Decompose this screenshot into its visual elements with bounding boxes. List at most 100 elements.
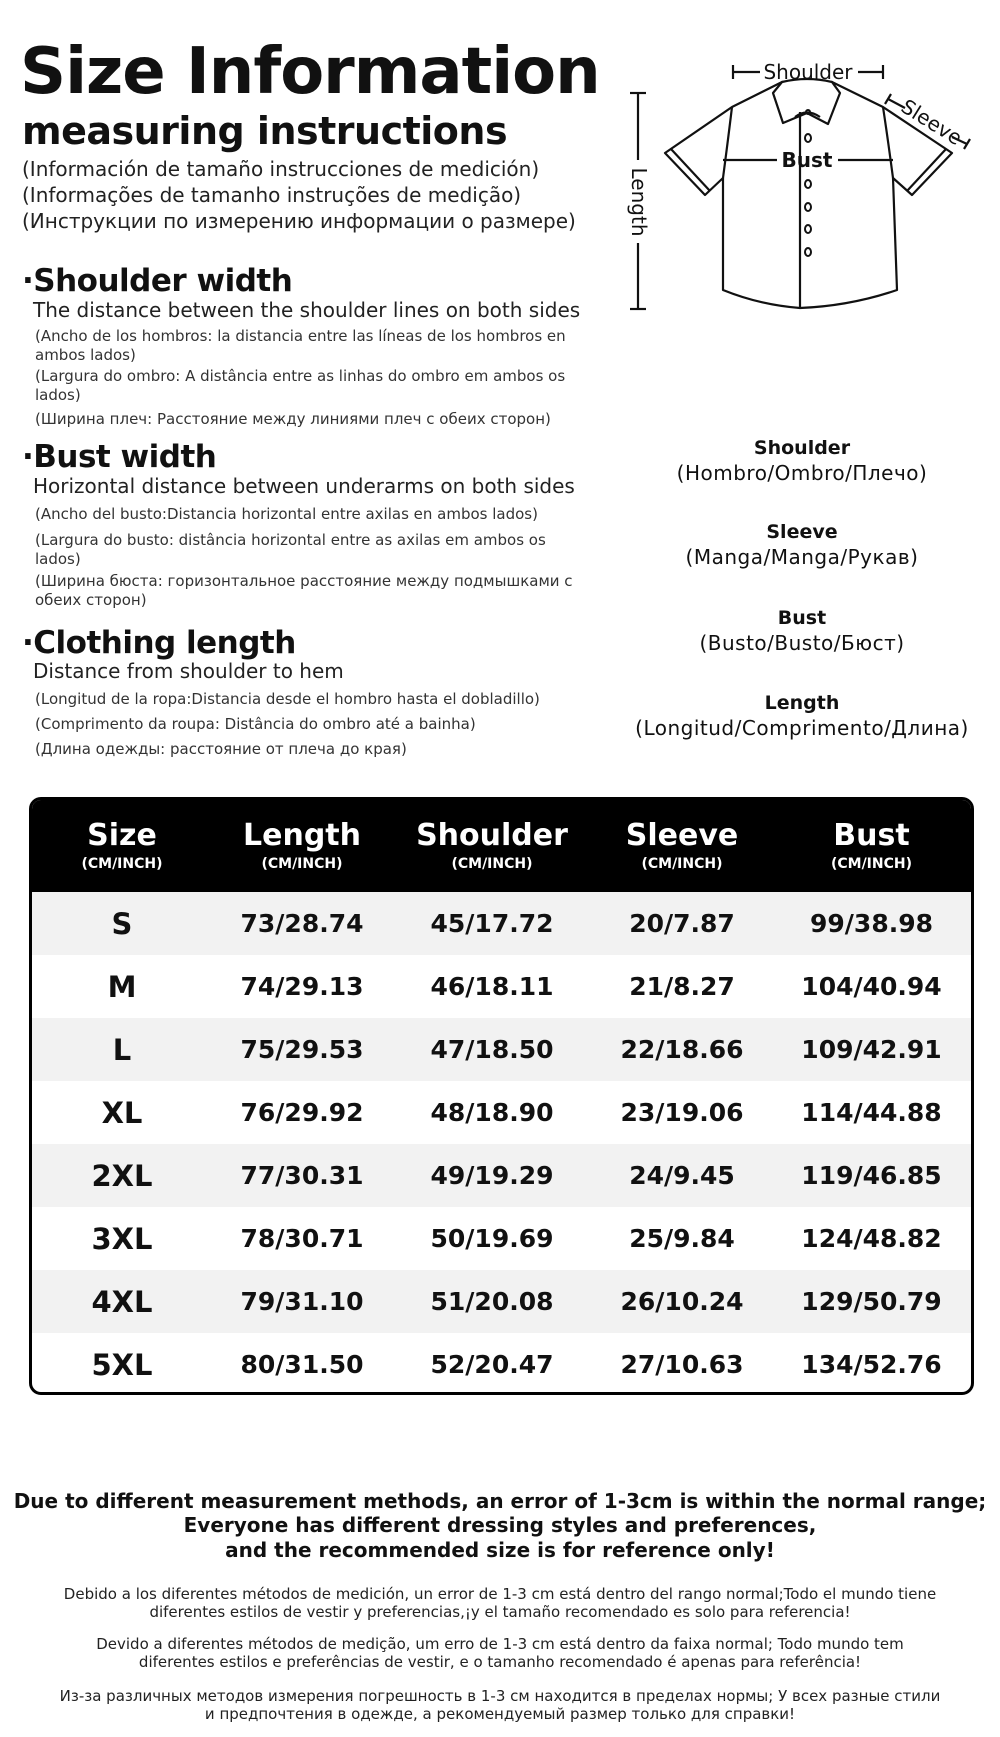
notice-translation-ru: Из-за различных методов измерения погреш… (59, 1687, 941, 1705)
measurement-cell: 129/50.79 (801, 1287, 942, 1316)
measurement-cell: 109/42.91 (801, 1035, 942, 1064)
legend-term: Bust (777, 607, 827, 629)
shirt-collar (771, 77, 842, 126)
column-label: Length (243, 818, 361, 853)
measurement-cell: 119/46.85 (801, 1161, 942, 1190)
legend-item-length: Length (Longitud/Comprimento/Длина) (602, 691, 1000, 741)
column-unit: (CM/INCH) (641, 856, 723, 872)
column-header-size: Size (CM/INCH) (32, 800, 212, 892)
size-cell: 5XL (91, 1347, 153, 1382)
column-label: Sleeve (625, 818, 739, 853)
diagram-sleeve-label: Sleeve (897, 94, 967, 150)
table-row: L 75/29.53 47/18.50 22/18.66 109/42.91 (32, 1018, 971, 1081)
measurement-cell: 78/30.71 (240, 1224, 364, 1253)
measurement-cell: 75/29.53 (240, 1035, 364, 1064)
column-header-shoulder: Shoulder (CM/INCH) (392, 800, 592, 892)
measurement-cell: 76/29.92 (240, 1098, 364, 1127)
measurement-cell: 49/19.29 (430, 1161, 554, 1190)
section-translation-ru: (Длина одежды: расстояние от плеча до кр… (35, 740, 407, 758)
measurement-cell: 124/48.82 (801, 1224, 942, 1253)
notice-line: Everyone has different dressing styles a… (183, 1513, 817, 1537)
measurement-cell: 26/10.24 (620, 1287, 744, 1316)
measurement-cell: 52/20.47 (430, 1350, 554, 1379)
measurement-cell: 27/10.63 (620, 1350, 744, 1379)
table-row: M 74/29.13 46/18.11 21/8.27 104/40.94 (32, 955, 971, 1018)
measurement-cell: 20/7.87 (629, 909, 735, 938)
notice-translation-pt: Devido a diferentes métodos de medição, … (96, 1635, 904, 1653)
column-unit: (CM/INCH) (261, 856, 343, 872)
measurement-cell: 134/52.76 (801, 1350, 942, 1379)
column-label: Bust (833, 818, 910, 853)
column-unit: (CM/INCH) (81, 856, 163, 872)
table-row: 3XL 78/30.71 50/19.69 25/9.84 124/48.82 (32, 1207, 971, 1270)
measurement-cell: 80/31.50 (240, 1350, 364, 1379)
section-heading-shoulder: ·Shoulder width (22, 263, 293, 299)
page-subtitle: measuring instructions (22, 109, 508, 153)
size-cell: 3XL (91, 1221, 153, 1256)
diagram-bust-label: Bust (782, 148, 833, 172)
measurement-cell: 79/31.10 (240, 1287, 364, 1316)
page-title: Size Information (20, 35, 601, 109)
measurement-cell: 23/19.06 (620, 1098, 744, 1127)
shirt-body (663, 80, 954, 310)
section-translation-es: (Ancho de los hombros: la distancia entr… (35, 327, 566, 364)
legend-term: Shoulder (753, 437, 851, 459)
diagram-shoulder-label: Shoulder (763, 60, 853, 84)
size-cell: S (111, 906, 133, 941)
column-header-length: Length (CM/INCH) (212, 800, 392, 892)
legend-term: Sleeve (766, 521, 838, 543)
section-translation-ru: (Ширина бюста: горизонтальное расстояние… (35, 572, 573, 609)
measurement-cell: 50/19.69 (430, 1224, 554, 1253)
button-icon (804, 202, 812, 212)
size-cell: M (107, 969, 137, 1004)
measurement-cell: 73/28.74 (240, 909, 364, 938)
column-unit: (CM/INCH) (451, 856, 533, 872)
measurement-cell: 25/9.84 (629, 1224, 735, 1253)
measurement-cell: 24/9.45 (629, 1161, 735, 1190)
button-icon (804, 224, 812, 234)
measurement-cell: 104/40.94 (801, 972, 942, 1001)
notice-translation-pt: diferentes estilos e preferências de ves… (138, 1653, 862, 1671)
size-cell: 2XL (91, 1158, 153, 1193)
notice-translation-es: Debido a los diferentes métodos de medic… (63, 1585, 937, 1603)
button-icon (804, 179, 812, 189)
measurement-cell: 99/38.98 (810, 909, 933, 938)
measurement-cell: 22/18.66 (620, 1035, 744, 1064)
section-translation-es: (Longitud de la ropa:Distancia desde el … (35, 690, 540, 708)
column-header-sleeve: Sleeve (CM/INCH) (592, 800, 772, 892)
size-table: Size (CM/INCH) Length (CM/INCH) Shoulder (C… (29, 797, 974, 1395)
section-translation-pt: (Comprimento da roupa: Distância do ombr… (35, 715, 476, 733)
section-description-bust: Horizontal distance between underarms on… (33, 474, 575, 498)
table-header: Size (CM/INCH) Length (CM/INCH) Shoulder (C… (32, 800, 971, 892)
measurement-cell: 114/44.88 (801, 1098, 942, 1127)
section-translation-es: (Ancho del busto:Distancia horizontal en… (35, 505, 538, 523)
legend-translation: (Manga/Manga/Рукав) (685, 545, 919, 569)
button-icon (805, 109, 811, 115)
measurement-cell: 45/17.72 (430, 909, 554, 938)
legend-item-bust: Bust (Busto/Busto/Бюст) (602, 606, 1000, 656)
table-body: S 73/28.74 45/17.72 20/7.87 99/38.98 M 74/29.1… (32, 892, 971, 1392)
table-row: S 73/28.74 45/17.72 20/7.87 99/38.98 (32, 892, 971, 955)
notice-translation-es: diferentes estilos de vestir y preferenc… (149, 1603, 851, 1621)
legend-translation: (Longitud/Comprimento/Длина) (635, 716, 969, 740)
button-icon (804, 247, 812, 257)
legend-translation: (Hombro/Ombro/Плечо) (676, 461, 928, 485)
size-cell: L (112, 1032, 132, 1067)
legend-translation: (Busto/Busto/Бюст) (699, 631, 905, 655)
diagram-length-label: Length (627, 168, 651, 237)
measurement-cell: 46/18.11 (430, 972, 554, 1001)
table-row: 5XL 80/31.50 52/20.47 27/10.63 134/52.76 (32, 1333, 971, 1392)
column-label: Shoulder (416, 818, 568, 853)
section-description-length: Distance from shoulder to hem (33, 659, 344, 683)
measurement-cell: 47/18.50 (430, 1035, 554, 1064)
measurement-cell: 48/18.90 (430, 1098, 554, 1127)
table-row: XL 76/29.92 48/18.90 23/19.06 114/44.88 (32, 1081, 971, 1144)
measurement-cell: 51/20.08 (430, 1287, 554, 1316)
column-header-bust: Bust (CM/INCH) (772, 800, 971, 892)
title-translation-es: (Información de tamaño instrucciones de … (22, 157, 540, 181)
section-translation-ru: (Ширина плеч: Расстояние между линиями п… (35, 410, 551, 428)
measurement-cell: 77/30.31 (240, 1161, 364, 1190)
title-translation-pt: (Informações de tamanho instruções de me… (22, 183, 522, 207)
legend-item-shoulder: Shoulder (Hombro/Ombro/Плечо) (602, 436, 1000, 486)
notice-line: Due to different measurement methods, an… (13, 1489, 987, 1513)
